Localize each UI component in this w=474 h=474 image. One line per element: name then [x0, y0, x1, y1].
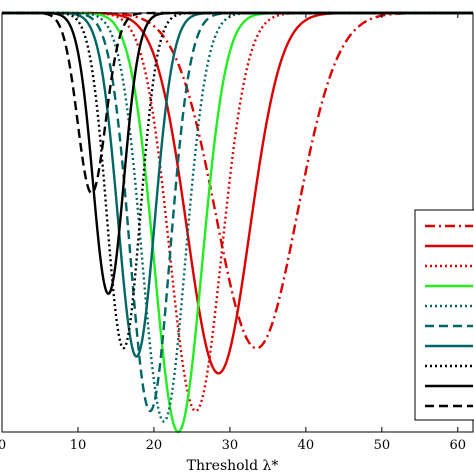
- x-tick-label: 20: [146, 438, 163, 453]
- series-line-8: [2, 11, 473, 350]
- series-line-6: [2, 11, 473, 413]
- series-line-9: [2, 11, 473, 296]
- x-axis: 0 10 20 30 40 50 60: [0, 13, 466, 453]
- x-tick-label: 60: [450, 438, 467, 453]
- series-line-3: [2, 11, 473, 413]
- series-line-4: [2, 11, 473, 434]
- x-axis-label: Threshold λ*: [187, 458, 279, 474]
- x-tick-label: 0: [0, 438, 6, 453]
- x-tick-label: 10: [70, 438, 87, 453]
- series-line-5: [2, 11, 473, 423]
- legend-box: [414, 209, 474, 421]
- series-line-1: [2, 11, 473, 350]
- series-line-2: [2, 11, 473, 375]
- x-tick-label: 50: [374, 438, 391, 453]
- x-tick-label: 30: [222, 438, 239, 453]
- plot-area: [2, 11, 473, 434]
- plot-frame: [1, 12, 474, 433]
- series-line-10: [2, 11, 473, 195]
- x-tick-label: 40: [298, 438, 315, 453]
- legend: [414, 209, 474, 421]
